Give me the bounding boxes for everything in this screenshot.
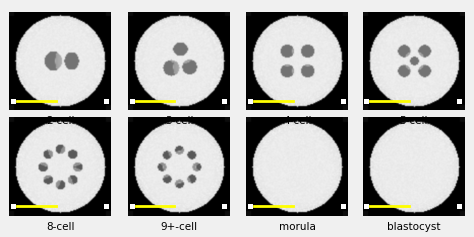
Text: 4-cell: 4-cell <box>283 116 312 126</box>
Text: 5-cell: 5-cell <box>399 116 428 126</box>
Text: 9+-cell: 9+-cell <box>160 222 198 232</box>
Bar <box>364 204 369 209</box>
Bar <box>129 204 135 209</box>
Bar <box>11 204 16 209</box>
Text: morula: morula <box>279 222 316 232</box>
Text: 2-cell: 2-cell <box>46 116 75 126</box>
Bar <box>364 99 369 104</box>
Bar <box>222 99 228 104</box>
Bar <box>457 204 462 209</box>
Bar <box>104 204 109 209</box>
Text: 3-cell: 3-cell <box>164 116 193 126</box>
Text: 8-cell: 8-cell <box>46 222 75 232</box>
Bar <box>248 204 253 209</box>
Bar <box>222 204 228 209</box>
Bar <box>248 99 253 104</box>
Bar <box>104 99 109 104</box>
Bar <box>457 99 462 104</box>
Bar <box>129 99 135 104</box>
Bar <box>341 99 346 104</box>
Bar <box>341 204 346 209</box>
Bar <box>11 99 16 104</box>
Text: blastocyst: blastocyst <box>387 222 440 232</box>
